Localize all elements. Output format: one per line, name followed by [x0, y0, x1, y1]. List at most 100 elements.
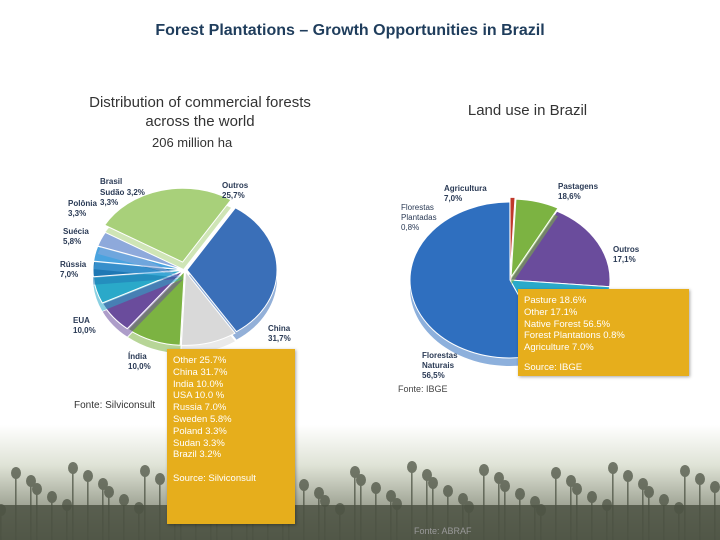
left-box-line: Other 25.7% [173, 355, 227, 366]
pie1-polonia-name: Polônia [68, 199, 97, 208]
bottom-fonte: Fonte: ABRAF [414, 526, 472, 536]
tree-crown [407, 461, 417, 473]
pie-slice-brasil [97, 231, 184, 270]
tree-crown [11, 467, 21, 479]
tree-crown [695, 473, 705, 485]
pie2-plantadas-name1: Florestas [401, 203, 434, 212]
tree-crown [515, 488, 525, 500]
pie1-sudao-value: 3,3% [100, 198, 119, 207]
tree-crown [350, 466, 360, 478]
tree-crown [47, 491, 57, 503]
tree-crown [314, 487, 324, 499]
pie1-brasil-name: Brasil [100, 177, 123, 186]
tree-crown [83, 470, 93, 482]
pie1-india-value: 10,0% [128, 362, 151, 371]
tree-crown [623, 470, 633, 482]
tree-crown [443, 485, 453, 497]
tree-crown [494, 472, 504, 484]
pie2-naturais-name1: Florestas [422, 351, 458, 360]
left-box-line: China 31.7% [173, 366, 228, 378]
tree-crown [572, 483, 582, 495]
right-box-line: Pasture 18.6% [524, 295, 587, 306]
pie1-label-brasil: Brasil [100, 177, 122, 187]
tree-crown [479, 464, 489, 476]
pie2-agricultura-name: Agricultura [444, 184, 487, 193]
pie2-pastagens-value: 18,6% [558, 192, 581, 201]
pie1-sudao-name: Sudão [100, 188, 125, 197]
pie1-polonia-value: 3,3% [68, 209, 87, 218]
tree-trunk [72, 468, 74, 540]
pie1-china-value: 31,7% [268, 334, 291, 343]
pie1-label-suecia: Suécia 5,8% [63, 227, 89, 247]
left-heading-line2: across the world [145, 113, 255, 130]
left-chart-heading: Distribution of commercial forests acros… [55, 93, 345, 131]
tree-crown [155, 473, 165, 485]
pie-slice-florestas-naturais [409, 201, 551, 359]
tree-crown [386, 490, 396, 502]
left-heading-line1: Distribution of commercial forests [89, 94, 311, 111]
tree-crown [299, 479, 309, 491]
pie-slice-china [186, 207, 278, 333]
pie2-fonte: Fonte: IBGE [398, 384, 448, 394]
pie2-label-plantadas: Florestas Plantadas 0,8% [401, 203, 437, 233]
tree-crown [659, 494, 669, 506]
pie2-label-pastagens: Pastagens 18,6% [558, 182, 598, 202]
pie1-china-name: China [268, 324, 291, 333]
pie2-plantadas-name2: Plantadas [401, 213, 437, 222]
pie1-outros-value: 25,7% [222, 191, 245, 200]
pie2-outros-name: Outros [613, 245, 640, 254]
right-box-source: Source: IBGE [524, 361, 583, 373]
pie1-eua-name: EUA [73, 316, 90, 325]
left-fonte: Fonte: Silviconsult [74, 400, 156, 411]
pie1-outros-name: Outros [222, 181, 249, 190]
tree-crown [500, 480, 510, 492]
pie2-pastagens-name: Pastagens [558, 182, 599, 191]
forest-background-image [0, 425, 720, 540]
pie1-eua-value: 10,0% [73, 326, 96, 335]
pie-slice-índia [180, 270, 236, 346]
left-chart-total: 206 million ha [152, 135, 233, 150]
tree-crown [710, 481, 720, 493]
left-box-source: Source: Silviconsult [173, 473, 256, 485]
pie1-brasil-value: 3,2% [126, 188, 145, 197]
tree-crown [551, 467, 561, 479]
tree-crown [119, 494, 129, 506]
tree-crown [140, 465, 150, 477]
tree-crown [98, 478, 108, 490]
pie2-label-outros: Outros 17,1% [613, 245, 639, 265]
left-values-box: Other 25.7% China 31.7% India 10.0% USA … [167, 349, 295, 524]
right-values-box: Pasture 18.6% Other 17.1% Native Forest … [518, 289, 689, 376]
pie1-label-sudao: Sudão 3,2% 3,3% [100, 188, 145, 208]
pie2-label-agricultura: Agricultura 7,0% [444, 184, 487, 204]
pie1-label-russia: Rússia 7,0% [60, 260, 86, 280]
left-box-line: India 10.0% [173, 378, 224, 390]
pie-slice-agricultura [510, 198, 559, 279]
tree-crown [68, 462, 78, 474]
tree-crown [356, 474, 366, 486]
left-box-line: USA 10.0 % [173, 390, 225, 402]
pie1-label-outros: Outros 25,7% [222, 181, 248, 201]
right-box-line: Forest Plantations 0.8% [524, 330, 625, 342]
left-box-line: Sweden 5.8% [173, 413, 232, 425]
pie2-label-naturais: Florestas Naturais 56,5% [422, 351, 458, 381]
right-box-line: Agriculture 7.0% [524, 342, 594, 354]
left-box-line: Russia 7.0% [173, 402, 227, 414]
pie1-label-polonia: Polônia 3,3% [68, 199, 97, 219]
tree-crown [371, 482, 381, 494]
pie2-naturais-name2: Naturais [422, 361, 455, 370]
pie-slice-pastagens [509, 210, 611, 288]
tree-crown [608, 462, 618, 474]
pie1-russia-name: Rússia [60, 260, 87, 269]
tree-crown [320, 495, 330, 507]
tree-crown [32, 483, 42, 495]
pie2-outros-value: 17,1% [613, 255, 636, 264]
left-box-line: Poland 3.3% [173, 425, 227, 437]
world-forest-pie-chart [92, 187, 278, 354]
tree-crown [104, 486, 114, 498]
page-title: Forest Plantations – Growth Opportunitie… [155, 22, 545, 39]
right-box-line: Native Forest 56.5% [524, 318, 611, 330]
tree-crown [566, 475, 576, 487]
tree-trunk [411, 467, 413, 540]
pie2-plantadas-value: 0,8% [401, 223, 420, 232]
pie1-russia-value: 7,0% [60, 270, 79, 279]
